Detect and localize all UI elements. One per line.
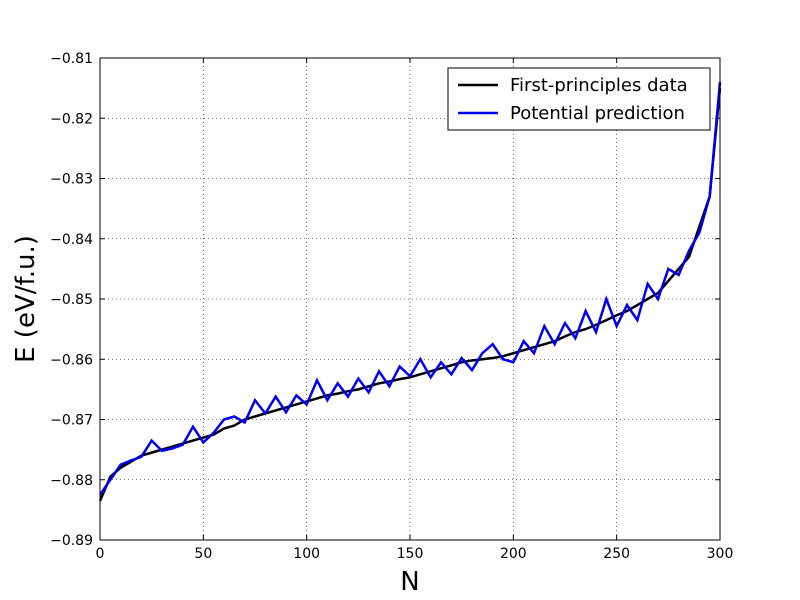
data-line <box>98 81 722 496</box>
x-tick-label: 100 <box>293 546 320 562</box>
plot-frame <box>99 57 721 541</box>
legend-box <box>447 67 711 131</box>
y-tick-label: −0.88 <box>50 473 93 489</box>
x-tick-label: 300 <box>707 546 734 562</box>
legend: First-principles data Potential predictio… <box>447 67 711 131</box>
y-tick-label: −0.81 <box>50 51 93 67</box>
y-axis-label: E (eV/f.u.) <box>11 235 41 363</box>
y-tick-label: −0.82 <box>50 111 93 127</box>
x-axis-label: N <box>400 567 419 597</box>
legend-label: First-principles data <box>510 75 688 96</box>
x-tick-label: 0 <box>96 546 105 562</box>
x-tick-label: 50 <box>194 546 212 562</box>
y-tick-label: −0.89 <box>50 533 93 549</box>
y-tick-label: −0.87 <box>50 413 93 429</box>
legend-label: Potential prediction <box>510 103 685 124</box>
y-tick-label: −0.85 <box>50 292 93 308</box>
x-tick-label: 200 <box>500 546 527 562</box>
x-tick-label: 150 <box>397 546 424 562</box>
y-tick-label: −0.86 <box>50 352 93 368</box>
x-tick-label: 250 <box>603 546 630 562</box>
y-tick-label: −0.83 <box>50 172 93 188</box>
y-tick-label: −0.84 <box>50 232 93 248</box>
